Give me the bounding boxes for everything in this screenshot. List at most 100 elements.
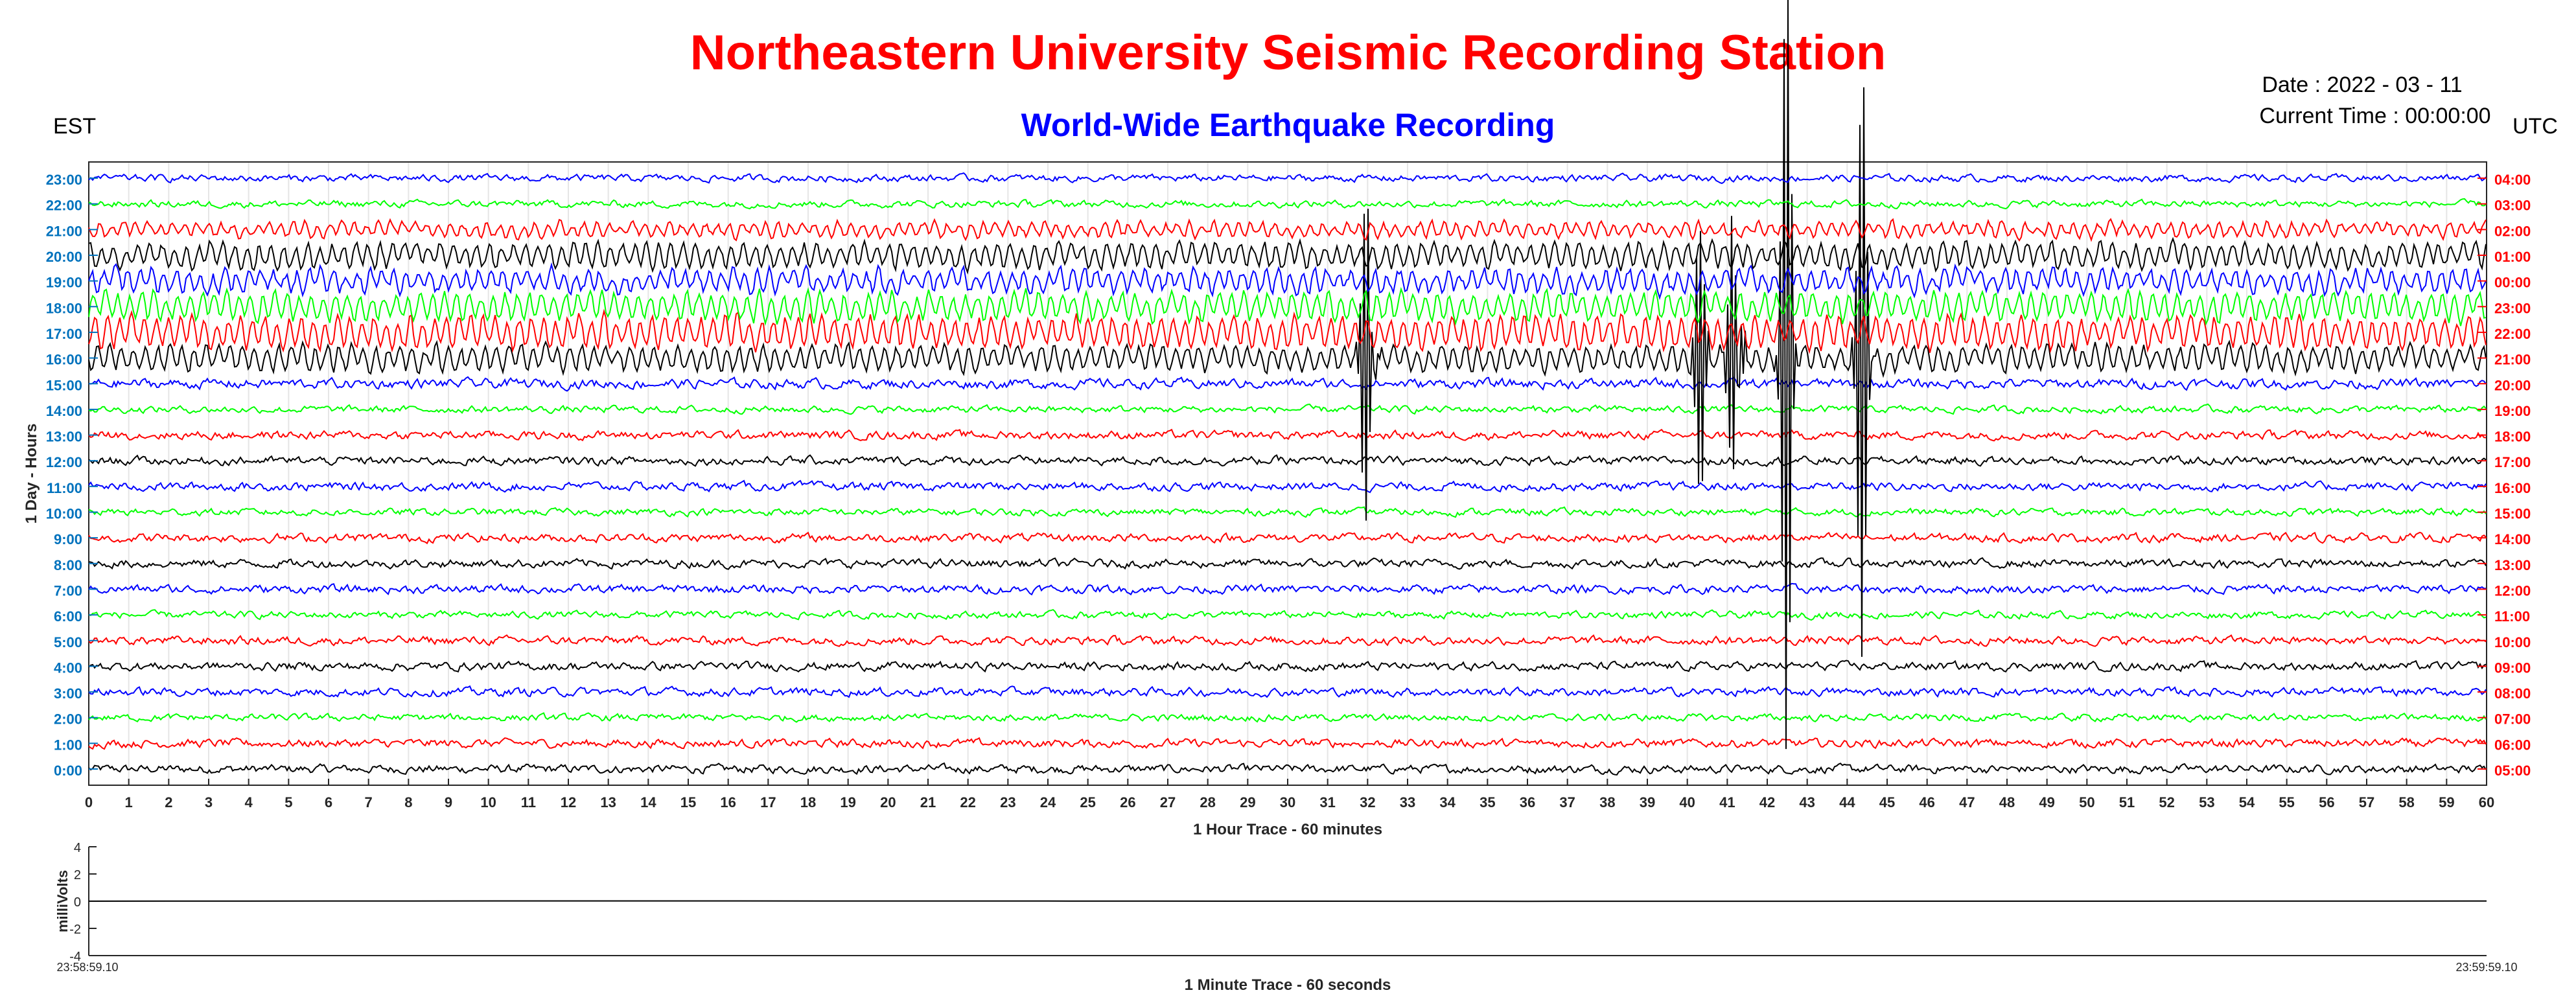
date-label: Date : 2022 - 03 - 11 [2262,73,2463,97]
left-tick-label: 11:00 [47,480,82,496]
trace-line [88,506,2487,518]
left-tick-label: 23:00 [46,172,82,188]
x-tick-label: 36 [1520,794,1535,810]
x-tick-label: 34 [1439,794,1456,810]
trace-line [88,454,2487,468]
x-tick-label: 56 [2319,794,2334,810]
x-tick-label: 26 [1120,794,1135,810]
x-tick-label: 41 [1719,794,1735,810]
x-tick-label: 29 [1240,794,1255,810]
left-tick-label: 0:00 [54,763,82,779]
x-tick-label: 14 [640,794,656,810]
y-axis-label: 1 Day - Hours [23,424,40,524]
right-tick-label: 23:00 [2494,300,2531,316]
trace-line [88,712,2487,723]
left-tick-label: 15:00 [46,377,82,393]
left-tick-label: 3:00 [54,685,82,702]
right-timezone-label: UTC [2512,114,2558,139]
x-tick-label: 8 [404,794,412,810]
trace-line [88,376,2487,392]
trace-line [88,531,2487,545]
left-tick-label: 20:00 [46,249,82,265]
right-tick-label: 13:00 [2494,557,2531,573]
left-tick-label: 6:00 [54,608,82,625]
x-tick-label: 54 [2239,794,2255,810]
x-tick-label: 35 [1479,794,1495,810]
left-timezone-label: EST [53,114,97,139]
minute-y-tick-label: -2 [69,923,81,937]
x-tick-label: 21 [920,794,936,810]
x-tick-label: 1 [125,794,133,810]
current-time-label: Current Time : 00:00:00 [2259,104,2491,128]
minute-x-axis-label: 1 Minute Trace - 60 seconds [1185,976,1391,994]
minute-y-tick-label: 0 [74,895,81,910]
x-tick-label: 6 [325,794,332,810]
trace-line [88,236,2487,275]
x-tick-label: 32 [1360,794,1375,810]
x-tick-label: 49 [2039,794,2054,810]
minute-y-tick-label: 2 [74,868,81,882]
right-tick-label: 01:00 [2494,249,2531,265]
left-tick-label: 1:00 [54,737,82,753]
trace-line [88,198,2487,210]
left-tick-label: 14:00 [46,403,82,419]
x-tick-label: 60 [2479,794,2494,810]
x-tick-label: 20 [880,794,896,810]
minute-trace-line [88,900,2487,902]
left-tick-label: 10:00 [46,506,82,522]
x-tick-label: 40 [1679,794,1695,810]
right-tick-label: 09:00 [2494,660,2531,676]
right-tick-label: 06:00 [2494,737,2531,753]
trace-line [88,762,2487,776]
left-tick-label: 5:00 [54,634,82,650]
trace-line [88,737,2487,750]
right-tick-label: 19:00 [2494,403,2531,419]
right-tick-label: 12:00 [2494,582,2531,599]
left-tick-label: 12:00 [46,454,82,470]
right-tick-label: 00:00 [2494,275,2531,291]
right-tick-label: 11:00 [2494,608,2530,625]
x-tick-label: 17 [760,794,776,810]
x-tick-label: 47 [1959,794,1975,810]
right-tick-label: 14:00 [2494,531,2531,547]
trace-line [88,403,2487,415]
trace-line [88,428,2487,442]
x-tick-label: 48 [1999,794,2015,810]
x-tick-label: 7 [365,794,373,810]
x-tick-label: 22 [960,794,975,810]
left-tick-label: 18:00 [46,300,82,316]
minute-y-tick-label: 4 [74,841,81,855]
x-tick-label: 39 [1640,794,1655,810]
x-tick-label: 16 [720,794,736,810]
x-tick-label: 13 [600,794,616,810]
right-tick-label: 18:00 [2494,429,2531,445]
x-tick-label: 25 [1080,794,1095,810]
trace-line [88,557,2487,570]
x-tick-label: 24 [1040,794,1056,810]
x-tick-label: 19 [840,794,855,810]
trace-line [88,262,2487,301]
x-tick-label: 27 [1160,794,1176,810]
x-tick-label: 23 [1000,794,1015,810]
x-tick-label: 44 [1839,794,1855,810]
x-tick-label: 42 [1759,794,1775,810]
left-tick-label: 22:00 [46,198,82,214]
x-tick-label: 9 [445,794,452,810]
x-tick-label: 55 [2279,794,2294,810]
page-subtitle: World-Wide Earthquake Recording [1021,107,1555,143]
x-tick-label: 38 [1599,794,1615,810]
x-tick-label: 28 [1200,794,1215,810]
x-tick-label: 15 [680,794,696,810]
x-axis-label: 1 Hour Trace - 60 minutes [1193,821,1382,838]
x-tick-label: 3 [205,794,213,810]
trace-line [88,172,2487,185]
minute-start-label: 23:58:59.10 [56,961,118,974]
x-tick-label: 30 [1280,794,1295,810]
minute-y-axis-label: milliVolts [54,870,71,932]
trace-line [88,634,2487,647]
x-tick-label: 31 [1319,794,1335,810]
x-tick-label: 52 [2159,794,2174,810]
trace-line [88,218,2487,242]
right-tick-label: 03:00 [2494,198,2531,214]
x-tick-label: 0 [85,794,93,810]
